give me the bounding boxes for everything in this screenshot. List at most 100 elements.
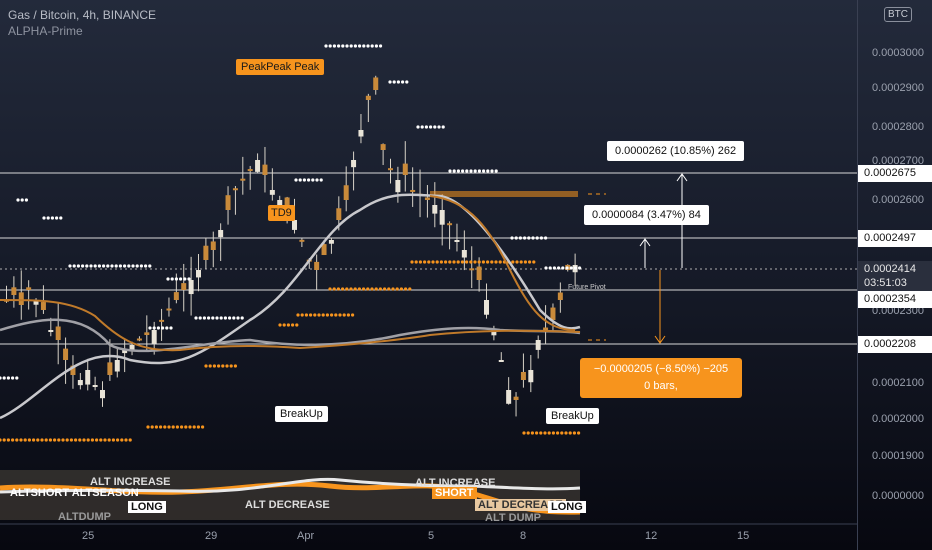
dot-marker xyxy=(544,236,548,240)
candle-body xyxy=(203,245,209,260)
dot-marker xyxy=(44,438,48,442)
dot-marker xyxy=(228,316,232,320)
dot-marker xyxy=(166,277,170,281)
ind-label-8: ALT DECREASE xyxy=(475,499,566,511)
candle-body xyxy=(535,340,541,350)
dot-marker xyxy=(535,236,539,240)
dot-marker xyxy=(111,438,115,442)
indicator-name[interactable]: ALPHA-Prime xyxy=(8,24,83,38)
dot-marker xyxy=(123,264,127,268)
dot-marker xyxy=(300,313,304,317)
dot-marker xyxy=(481,260,485,264)
dot-marker xyxy=(523,260,528,264)
dot-marker xyxy=(349,44,353,48)
dot-marker xyxy=(465,169,469,173)
dot-marker xyxy=(362,287,366,291)
y-tick: 0.0002700 xyxy=(872,155,924,167)
candle-body xyxy=(550,307,556,320)
candle-body xyxy=(70,365,76,375)
candle-body xyxy=(144,332,150,335)
measure-box-up-big[interactable]: 0.0000262 (10.85%) 262 xyxy=(607,141,745,161)
dot-marker xyxy=(139,264,143,268)
candle-body xyxy=(85,370,91,385)
dot-marker xyxy=(569,266,573,270)
dot-marker xyxy=(473,260,477,264)
dot-markers xyxy=(0,44,582,442)
dot-marker xyxy=(410,260,414,264)
dot-marker xyxy=(161,326,165,330)
candle-body xyxy=(491,330,497,336)
dot-marker xyxy=(439,260,443,264)
candle-body xyxy=(351,160,357,168)
dot-marker xyxy=(169,326,173,330)
dot-marker xyxy=(416,125,420,129)
candle-body xyxy=(284,197,290,210)
indicator-line-white xyxy=(0,477,581,494)
dot-marker xyxy=(351,313,355,317)
dot-marker xyxy=(82,438,86,442)
candle-body xyxy=(100,390,105,399)
dot-marker xyxy=(490,260,494,264)
candle-body xyxy=(343,185,349,200)
candle-body xyxy=(498,360,504,362)
measure-box-down[interactable]: −0.0000205 (−8.50%) −205 0 bars, xyxy=(580,358,742,398)
candle-body xyxy=(136,338,142,341)
candle-body xyxy=(373,77,379,90)
dot-marker xyxy=(212,364,216,368)
dot-marker xyxy=(319,178,323,182)
price-axis[interactable]: BTC 0.0003000 0.0002900 0.0002800 0.0002… xyxy=(857,0,932,550)
x-tick: Apr xyxy=(297,530,315,542)
dot-marker xyxy=(374,44,378,48)
dot-marker xyxy=(328,287,332,291)
dot-marker xyxy=(522,431,526,435)
dot-marker xyxy=(188,425,192,429)
dot-marker xyxy=(420,125,424,129)
candle-body xyxy=(528,370,534,383)
candle-body xyxy=(63,348,69,360)
dot-marker xyxy=(535,431,539,435)
dot-marker xyxy=(565,266,569,270)
dot-marker xyxy=(404,287,408,291)
dot-marker xyxy=(353,287,357,291)
dot-marker xyxy=(16,198,20,202)
dot-marker xyxy=(106,264,110,268)
ma-line-slow xyxy=(0,318,581,353)
dot-marker xyxy=(383,287,387,291)
dot-marker xyxy=(418,260,422,264)
candle-body xyxy=(188,280,194,295)
candle-body xyxy=(107,362,113,375)
dot-marker xyxy=(180,425,184,429)
dot-marker xyxy=(127,264,131,268)
candle-body xyxy=(439,210,445,225)
candle-body xyxy=(506,390,512,404)
ind-label-5: ALT DECREASE xyxy=(245,499,330,511)
dot-marker xyxy=(448,169,452,173)
dot-marker xyxy=(494,260,498,264)
dot-marker xyxy=(74,438,78,442)
symbol-title[interactable]: Gas / Bitcoin, 4h, BINANCE xyxy=(8,8,157,22)
dot-marker xyxy=(69,438,73,442)
candle-body xyxy=(277,200,283,210)
dot-marker xyxy=(424,125,428,129)
candle-body xyxy=(218,230,224,238)
price-chart[interactable] xyxy=(0,0,858,550)
candle-body xyxy=(33,300,39,305)
dot-marker xyxy=(65,438,69,442)
dot-marker xyxy=(531,236,535,240)
dot-marker xyxy=(128,438,132,442)
dot-marker xyxy=(518,236,523,240)
dot-marker xyxy=(334,313,338,317)
dot-marker xyxy=(564,431,568,435)
dot-marker xyxy=(198,316,202,320)
currency-badge[interactable]: BTC xyxy=(884,7,912,22)
dot-marker xyxy=(338,313,342,317)
dot-marker xyxy=(573,266,578,270)
measure-box-up-small[interactable]: 0.0000084 (3.47%) 84 xyxy=(584,205,709,225)
dot-marker xyxy=(20,198,24,202)
candle-body xyxy=(388,168,393,171)
candle-body xyxy=(11,287,17,295)
ma-line-orange-2 xyxy=(429,195,576,331)
dot-marker xyxy=(2,376,6,380)
dot-marker xyxy=(523,236,527,240)
